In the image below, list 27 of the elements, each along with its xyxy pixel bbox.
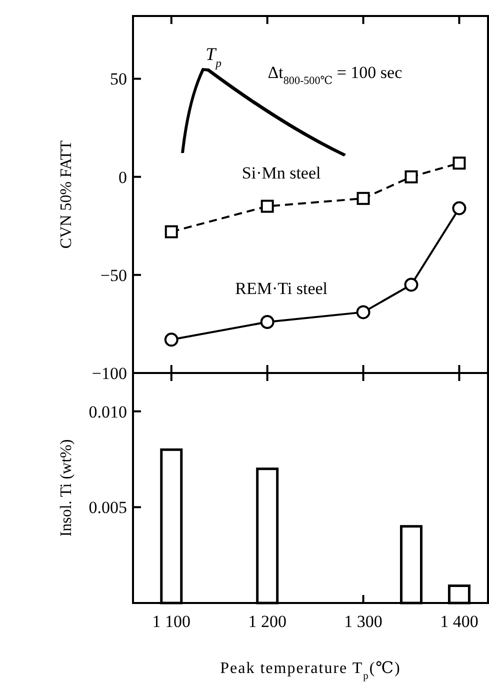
point (260, 200, 274, 213)
point (164, 225, 178, 238)
y-tick-label: 0.005 (88, 498, 127, 518)
point (260, 315, 274, 329)
y-tick-label: −50 (100, 266, 127, 285)
y-tick-label: 0 (118, 168, 127, 187)
point (404, 170, 418, 184)
point (356, 305, 370, 320)
annotation: Δt$_{800-500℃}$ = 100 sec (268, 63, 403, 87)
y-axis-title: CVN 50% FATT (58, 140, 75, 249)
point (404, 278, 418, 292)
y-tick-label: 0.010 (88, 402, 127, 422)
y-tick-label: 50 (110, 70, 127, 89)
y-axis-title: Insol. Ti (wt%) (58, 439, 75, 537)
point (452, 201, 466, 216)
annotation: T$_{p}$ (206, 44, 222, 70)
x-tick-label: 1 100 (152, 612, 191, 631)
point (452, 156, 466, 170)
x-axis-title: Peak temperature T$_{p}$(℃) (220, 660, 401, 682)
x-tick-label: 1 200 (248, 612, 286, 631)
point (356, 192, 370, 205)
point (164, 332, 178, 347)
series-label: Si·Mn steel (242, 163, 322, 182)
x-tick-label: 1 300 (344, 612, 382, 631)
x-tick-label: 1 400 (440, 612, 478, 631)
y-tick-label: −100 (92, 364, 127, 383)
series-label: REM·Ti steel (235, 279, 328, 298)
